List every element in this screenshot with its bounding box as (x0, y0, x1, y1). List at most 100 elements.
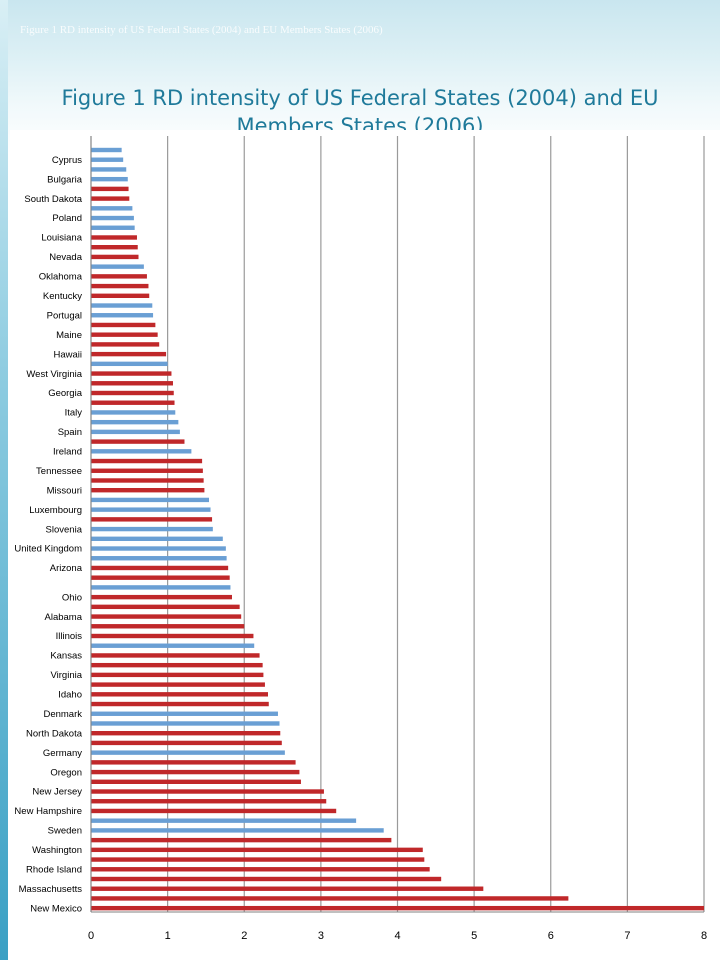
bar (91, 147, 122, 153)
y-tick-label: Slovenia (46, 524, 83, 535)
bar (91, 585, 231, 590)
y-tick-label: Germany (43, 748, 82, 759)
x-tick-label: 7 (624, 930, 630, 942)
left-accent-bar (0, 0, 8, 960)
y-tick-label: Portugal (47, 310, 82, 321)
bar (91, 692, 269, 697)
y-tick-label: Missouri (47, 485, 82, 496)
bar (91, 760, 296, 765)
y-tick-label: United Kingdom (14, 544, 82, 555)
bar (91, 789, 324, 794)
bar (91, 254, 139, 260)
bar (91, 245, 138, 250)
bar (91, 419, 179, 425)
x-tick-label: 4 (394, 930, 400, 942)
y-tick-label: Ohio (62, 592, 82, 603)
bar (91, 313, 154, 318)
y-tick-label: Poland (52, 213, 82, 224)
bar (91, 283, 149, 289)
bar (91, 439, 185, 444)
y-tick-label: Denmark (43, 709, 82, 720)
bar (91, 808, 337, 814)
bar (91, 828, 384, 833)
y-tick-label: Bulgaria (47, 174, 83, 185)
bar (91, 614, 242, 619)
bar (91, 867, 430, 872)
x-tick-label: 0 (88, 930, 94, 942)
y-tick-label: Kansas (50, 651, 82, 662)
y-tick-label: Rhode Island (26, 864, 82, 875)
bar (91, 769, 300, 775)
x-tick-label: 8 (701, 930, 707, 942)
y-tick-label: New Jersey (32, 787, 82, 798)
y-tick-label: Maine (56, 330, 82, 341)
bar (91, 604, 240, 610)
y-tick-label: New Hampshire (14, 806, 82, 817)
y-tick-label: North Dakota (26, 728, 83, 739)
bar (91, 235, 137, 240)
y-tick-label: Cyprus (52, 155, 82, 166)
bar (91, 342, 160, 347)
bar (91, 225, 135, 230)
bar (91, 381, 173, 386)
x-tick-label: 1 (165, 930, 171, 942)
y-tick-label: Oregon (50, 767, 82, 778)
bar (91, 847, 423, 853)
faint-header-caption: Figure 1 RD intensity of US Federal Stat… (20, 24, 383, 36)
bar (91, 176, 128, 182)
bar (91, 546, 226, 551)
y-tick-label: Washington (32, 845, 82, 856)
y-tick-label: South Dakota (24, 194, 82, 205)
bar (91, 507, 211, 512)
bar (91, 449, 192, 454)
bar (91, 818, 357, 823)
y-tick-label: Illinois (56, 631, 83, 642)
bar (91, 429, 180, 435)
bar (91, 206, 133, 211)
bar (91, 701, 269, 707)
bar (91, 633, 254, 639)
bar (91, 876, 442, 882)
y-tick-label: Ireland (53, 447, 82, 458)
y-tick-label: Italy (65, 408, 83, 419)
bar (91, 643, 255, 648)
chart-title: Figure 1 RD intensity of US Federal Stat… (61, 86, 659, 138)
y-tick-label: Kentucky (43, 291, 82, 302)
x-tick-label: 6 (548, 930, 554, 942)
bar (91, 662, 263, 668)
bar (91, 371, 172, 376)
y-tick-label: West Virginia (26, 369, 82, 380)
bar (91, 264, 144, 269)
bar (91, 332, 158, 337)
y-tick-label: Hawaii (53, 349, 82, 360)
bar (91, 322, 156, 328)
bar (91, 274, 147, 279)
x-tick-label: 3 (318, 930, 324, 942)
bar (91, 799, 327, 804)
bar (91, 293, 150, 298)
y-tick-label: Arizona (50, 563, 83, 574)
bar (91, 575, 230, 580)
bar (91, 167, 127, 172)
bar (91, 361, 168, 367)
bar (91, 215, 134, 221)
bar (91, 857, 425, 862)
bar (91, 468, 203, 473)
y-tick-label: New Mexico (30, 903, 82, 914)
bar (91, 157, 124, 162)
bar (91, 517, 213, 522)
bar (91, 390, 174, 396)
x-tick-label: 5 (471, 930, 477, 942)
bar (91, 721, 280, 726)
bar (91, 653, 260, 658)
bar (91, 594, 232, 600)
bar (91, 488, 205, 493)
y-tick-label: Georgia (48, 388, 83, 399)
bar (91, 905, 704, 911)
y-tick-label: Massachusetts (19, 884, 83, 895)
y-tick-label: Louisiana (41, 233, 82, 244)
bar (91, 779, 301, 784)
bar (91, 750, 285, 755)
bar (91, 556, 227, 561)
bar (91, 886, 484, 891)
